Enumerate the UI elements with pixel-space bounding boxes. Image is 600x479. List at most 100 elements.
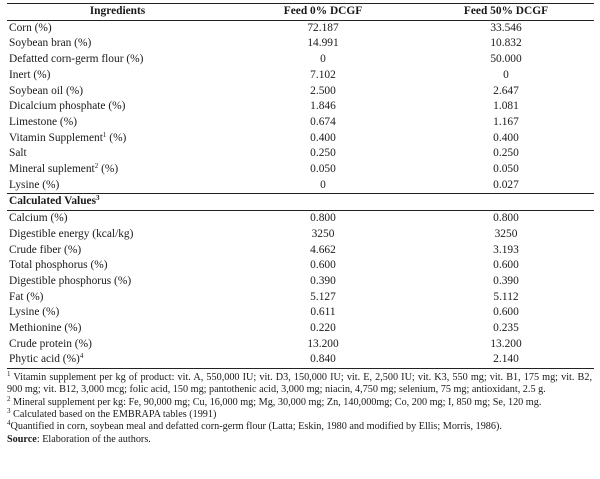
table-header-row: Ingredients Feed 0% DCGF Feed 50% DCGF [7,3,594,21]
row-label: Soybean oil (%) [9,84,84,97]
table-row: Crude protein (%) 13.200 13.200 [7,337,594,353]
value-feed-0: 0.611 [310,306,336,319]
value-feed-50: 0.800 [493,212,519,225]
row-label: Corn (%) [9,21,52,34]
value-feed-50: 0.027 [493,178,519,191]
footnote: 4Quantified in corn, soybean meal and de… [7,419,502,433]
value-feed-50: 0.600 [493,259,519,272]
footnote-number: 2 [7,394,11,403]
value-feed-50: 0.400 [493,131,519,144]
source-note: Source: Elaboration of the authors. [7,433,151,445]
row-label: Calcium (%) [9,212,68,225]
row-label: Mineral suplement2 (%) [9,162,119,176]
value-feed-50: 50.000 [490,53,522,66]
footnote-number: 4 [7,419,11,428]
row-label: Crude protein (%) [9,337,92,350]
row-label: Phytic acid (%)4 [7,352,228,370]
table-row: Lysine (%) 0.611 0.600 [7,305,594,321]
calculated-values-heading: Calculated Values3 [7,193,228,212]
value-feed-0: 3250 [311,227,335,240]
value-feed-50: 13.200 [490,337,522,350]
row-label: Vitamin Supplement1 (%) [9,130,127,144]
value-feed-0: 0.840 [228,352,418,370]
value-feed-0: 0.390 [310,274,336,287]
value-feed-50: 2.647 [493,84,519,97]
value-feed-0: 0 [320,178,326,191]
row-label: Total phosphorus (%) [9,259,108,272]
table-row: Methionine (%) 0.220 0.235 [7,321,594,337]
footnote: 3 Calculated based on the EMBRAPA tables… [7,407,217,421]
value-feed-0: 14.991 [307,37,339,50]
value-feed-0: 0 [320,53,326,66]
footnote: 2 Mineral supplement per kg: Fe, 90,000 … [7,394,542,408]
ingredients-section: Corn (%) 72.187 33.546 Soybean bran (%) 14.9… [7,20,594,194]
row-label: Inert (%) [9,68,51,81]
row-label: Digestible energy (kcal/kg) [9,227,134,240]
table-row: Defatted corn-germ flour (%) 0 50.000 [7,52,594,68]
row-label: Soybean bran (%) [9,37,92,50]
value-feed-0: 72.187 [307,21,339,34]
footnote-number: 1 [7,370,11,379]
footnote: 1 Vitamin supplement per kg of product: … [7,370,592,396]
footnote-marker: 1 [102,130,107,139]
value-feed-0: 0.800 [310,212,336,225]
value-feed-50: 0 [503,68,509,81]
header-ingredients: Ingredients [89,5,146,17]
footnote-marker: 3 [96,194,100,203]
row-label: Defatted corn-germ flour (%) [9,53,144,66]
value-feed-50: 0.600 [493,306,519,319]
value-feed-50: 0.250 [493,147,519,160]
row-label: Lysine (%) [9,306,60,319]
value-feed-0: 0.220 [310,322,336,335]
table-row: Corn (%) 72.187 33.546 [7,20,594,36]
table-row: Fat (%) 5.127 5.112 [7,290,594,306]
source-label: Source [7,433,37,445]
value-feed-0: 0.050 [310,163,336,176]
footnote-number: 3 [7,407,11,416]
value-feed-50: 1.167 [493,115,519,128]
header-feed-0: Feed 0% DCGF [283,5,363,17]
value-feed-0: 4.662 [310,243,336,256]
row-label: Limestone (%) [9,115,78,128]
row-label: Lysine (%) [9,178,60,191]
table-row: Digestible energy (kcal/kg) 3250 3250 [7,227,594,243]
row-label: Salt [9,147,27,160]
row-label: Fat (%) [9,290,44,303]
value-feed-0: 13.200 [307,337,339,350]
table-row: Phytic acid (%)4 0.840 2.140 [7,352,594,370]
row-label: Methionine (%) [9,322,82,335]
table-row: Mineral suplement2 (%) 0.050 0.050 [7,162,594,178]
table-row: Limestone (%) 0.674 1.167 [7,115,594,131]
value-feed-0: 0.674 [310,115,336,128]
value-feed-50: 0.050 [493,163,519,176]
value-feed-0: 0.600 [310,259,336,272]
table-row: Inert (%) 7.102 0 [7,68,594,84]
table-row: Soybean bran (%) 14.991 10.832 [7,36,594,52]
header-feed-50: Feed 50% DCGF [463,5,549,17]
value-feed-50: 33.546 [490,21,522,34]
table-row: Total phosphorus (%) 0.600 0.600 [7,258,594,274]
row-label: Digestible phosphorus (%) [9,274,132,287]
value-feed-0: 1.846 [310,100,336,113]
value-feed-50: 0.235 [493,322,519,335]
calculated-section: Calculated Values3 Calcium (%) 0.800 0.800… [7,193,594,370]
table-row: Crude fiber (%) 4.662 3.193 [7,243,594,259]
row-label: Crude fiber (%) [9,243,82,256]
value-feed-50: 3250 [494,227,518,240]
table-row: Dicalcium phosphate (%) 1.846 1.081 [7,99,594,115]
value-feed-50: 10.832 [490,37,522,50]
footnotes: 1 Vitamin supplement per kg of product: … [7,370,594,446]
value-feed-50: 0.390 [493,274,519,287]
value-feed-0: 0.250 [310,147,336,160]
row-label: Dicalcium phosphate (%) [9,100,126,113]
table-row: Soybean oil (%) 2.500 2.647 [7,84,594,100]
footnote-marker: 4 [79,352,84,361]
table-row: Lysine (%) 0 0.027 [7,178,594,194]
footnote-marker: 2 [94,162,99,171]
calculated-values-heading-row: Calculated Values3 [7,193,594,212]
value-feed-50: 2.140 [418,352,594,370]
value-feed-50: 3.193 [493,243,519,256]
value-feed-50: 5.112 [493,290,519,303]
table-row: Digestible phosphorus (%) 0.390 0.390 [7,274,594,290]
